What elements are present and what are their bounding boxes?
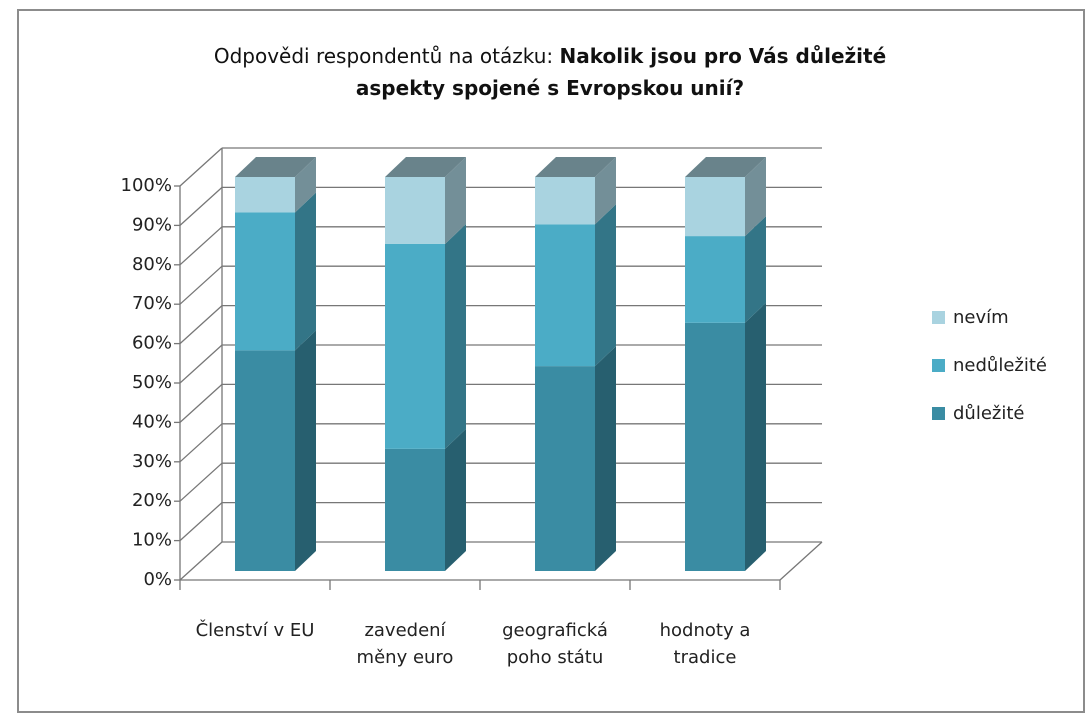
x-tick-label: Členství v EU [195, 620, 315, 641]
bar-side [445, 223, 466, 449]
bar-side [295, 157, 316, 213]
title-bold: Nakolik jsou pro Vás důležité aspekty sp… [355, 44, 887, 100]
grid-line [179, 383, 223, 423]
bar-top [685, 157, 766, 177]
grid-line [179, 265, 223, 305]
y-tick-label: 30% [132, 451, 172, 472]
title-text: Odpovědi respondentů na otázku: [213, 44, 554, 68]
bar-top [385, 157, 466, 177]
bar-side [445, 157, 466, 244]
grid-line [179, 344, 223, 384]
y-tick-label: 20% [132, 490, 172, 511]
grid-line [179, 541, 223, 581]
bar-segment [385, 177, 445, 244]
bar-segment [535, 366, 595, 571]
y-tick-label: 50% [132, 372, 172, 393]
grid-line [179, 147, 223, 187]
y-tick-label: 10% [132, 530, 172, 551]
chart-title: Odpovědi respondentů na otázku: Nakolik … [200, 40, 900, 104]
bar-top [235, 157, 316, 177]
bar-top [535, 157, 616, 177]
bar-side [295, 192, 316, 351]
bar-side [445, 428, 466, 571]
legend: nevím nedůležité důležité [932, 307, 1047, 424]
y-tick-label: 0% [143, 569, 172, 590]
bar-segment [535, 177, 595, 225]
x-tick-label: geografická poho státu [502, 620, 608, 668]
y-tick-label: 60% [132, 333, 172, 354]
bar-segment [535, 224, 595, 367]
bar-segment [385, 243, 445, 449]
bar-segment [685, 236, 745, 323]
legend-swatch [932, 311, 945, 324]
legend-label: nedůležité [953, 355, 1047, 376]
bar-segment [385, 448, 445, 571]
grid-line [179, 462, 223, 502]
legend-label: důležité [953, 403, 1025, 424]
y-tick-label: 70% [132, 293, 172, 314]
bar-side [745, 157, 766, 237]
bar-segment [685, 177, 745, 237]
legend-swatch [932, 407, 945, 420]
bar-segment [235, 177, 295, 213]
grid-line [179, 186, 223, 226]
x-tick-label: zavedení měny euro [356, 620, 454, 668]
bar-segment [235, 350, 295, 571]
bar-side [595, 346, 616, 571]
bar-side [745, 216, 766, 323]
grid-line [179, 502, 223, 542]
y-tick-label: 90% [132, 214, 172, 235]
y-tick-label: 100% [121, 175, 172, 196]
x-tick-label: hodnoty a tradice [659, 620, 751, 668]
y-tick-label: 80% [132, 254, 172, 275]
bar-side [595, 204, 616, 367]
legend-label: nevím [953, 307, 1009, 328]
bar-side [595, 157, 616, 225]
bar-side [745, 302, 766, 571]
y-tick-label: 40% [132, 411, 172, 432]
grid-line [179, 423, 223, 463]
bar-segment [685, 322, 745, 571]
grid-line [179, 226, 223, 266]
grid-line [179, 305, 223, 345]
bar-side [295, 330, 316, 571]
bar-segment [235, 212, 295, 351]
legend-swatch [932, 359, 945, 372]
floor-line [779, 541, 823, 581]
